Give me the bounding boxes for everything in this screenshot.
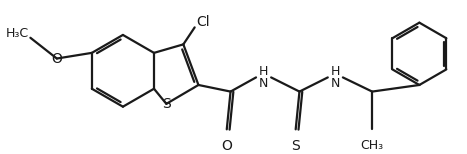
- Text: H
N: H N: [259, 65, 268, 90]
- Text: Cl: Cl: [197, 15, 210, 29]
- Text: H
N: H N: [331, 65, 340, 90]
- Text: CH₃: CH₃: [361, 139, 384, 152]
- Text: O: O: [51, 52, 62, 66]
- Text: S: S: [291, 139, 300, 153]
- Text: H₃C: H₃C: [6, 26, 28, 40]
- Text: S: S: [162, 97, 171, 111]
- Text: O: O: [221, 139, 232, 153]
